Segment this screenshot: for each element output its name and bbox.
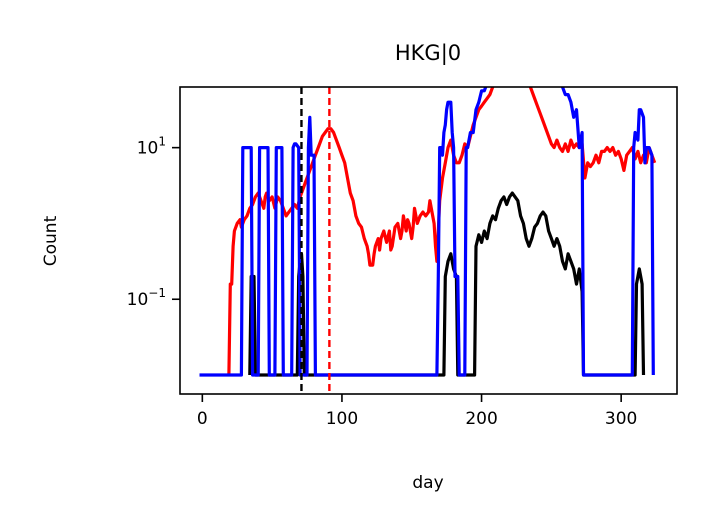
series-layer xyxy=(199,87,657,377)
series-line-2 xyxy=(248,191,646,377)
x-axis-label: day xyxy=(412,473,443,493)
x-tick-label: 200 xyxy=(465,409,497,429)
reference-lines xyxy=(300,87,331,394)
plot-frame xyxy=(179,86,678,395)
y-tick-label: 101 xyxy=(137,135,166,159)
x-axis: 0 100 200 300 xyxy=(197,394,637,429)
series-line-3 xyxy=(199,87,655,377)
x-tick-label: 100 xyxy=(326,409,358,429)
y-axis-label: Count xyxy=(41,215,61,266)
x-tick-label: 300 xyxy=(605,409,637,429)
x-tick-label: 0 xyxy=(197,409,208,429)
y-tick-label: 10−1 xyxy=(127,286,166,310)
chart-title: HKG|0 xyxy=(395,41,461,66)
y-axis: 101 10−1 xyxy=(127,135,180,310)
